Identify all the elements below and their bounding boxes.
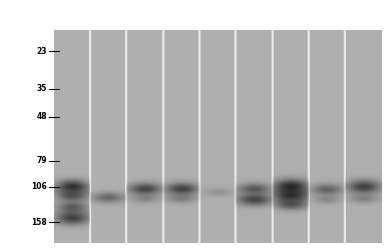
Text: 35: 35 <box>37 84 47 93</box>
Text: 48: 48 <box>37 112 47 121</box>
Text: 23: 23 <box>37 47 47 56</box>
Text: 79: 79 <box>37 156 47 165</box>
Text: 158: 158 <box>32 218 47 227</box>
Text: 106: 106 <box>32 182 47 191</box>
